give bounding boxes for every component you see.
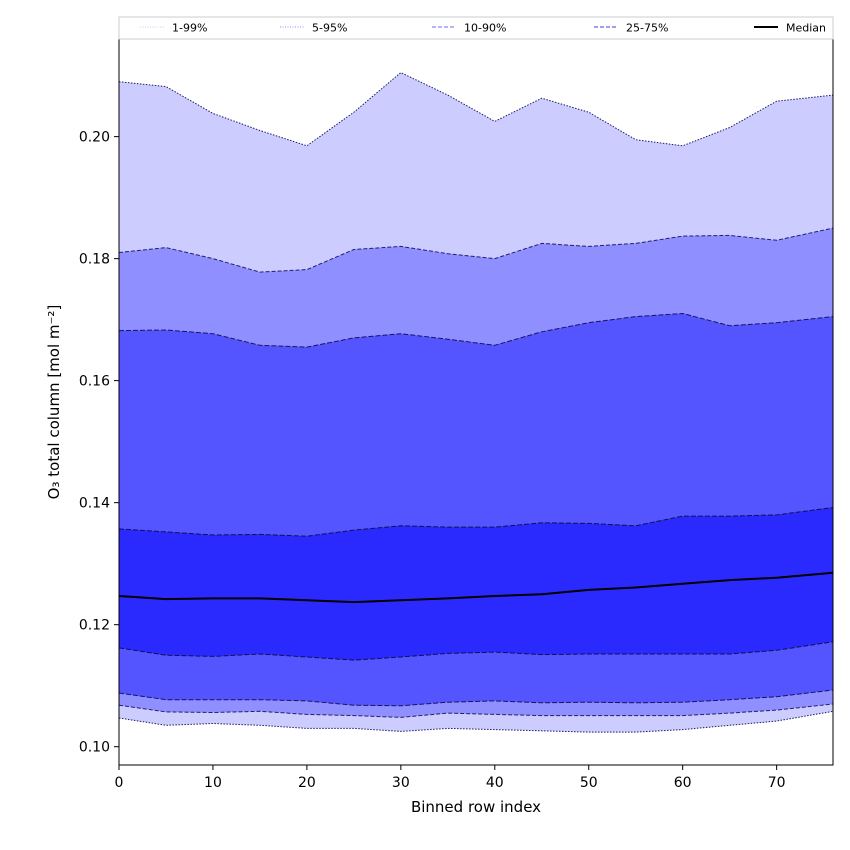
legend-label: 1-99% (172, 22, 207, 35)
x-tick-label: 40 (486, 775, 504, 791)
legend-label: 25-75% (626, 22, 668, 35)
percentile-bands (118, 72, 834, 733)
legend: 1-99% 5-95% 10-90% 25-75% Median (118, 16, 834, 40)
legend-label: 10-90% (464, 22, 506, 35)
y-tick-label: 0.12 (79, 618, 110, 634)
band-lower-1-99- (118, 710, 834, 733)
band-upper-1-99- (118, 72, 834, 147)
x-tick-label: 20 (298, 775, 316, 791)
y-tick-label: 0.14 (79, 496, 110, 512)
x-tick-label: 60 (674, 775, 692, 791)
y-tick-label: 0.18 (79, 252, 110, 268)
x-tick-label: 30 (392, 775, 410, 791)
y-axis-label: O₃ total column [mol m⁻²] (45, 305, 63, 500)
x-tick-label: 70 (768, 775, 786, 791)
legend-label: 5-95% (312, 22, 347, 35)
x-axis-label: Binned row index (411, 798, 541, 816)
x-tick-label: 10 (204, 775, 222, 791)
y-tick-label: 0.20 (79, 130, 110, 146)
legend-box (118, 16, 834, 40)
legend-label: Median (786, 22, 826, 35)
y-tick-label: 0.10 (79, 740, 110, 756)
y-axis: 0.10 0.12 0.14 0.16 0.18 0.20 (79, 130, 119, 756)
series-line-median (118, 571, 834, 604)
x-tick-label: 50 (580, 775, 598, 791)
band-upper-25-75- (118, 507, 834, 537)
band-lower-25-75- (118, 641, 834, 661)
band-25-75- (119, 507, 833, 661)
series-lines (118, 571, 834, 604)
x-axis: 0 10 20 30 40 50 60 70 (115, 765, 786, 791)
y-tick-label: 0.16 (79, 374, 110, 390)
x-tick-label: 0 (115, 775, 124, 791)
band-upper-5-95- (118, 227, 834, 273)
band-lower-10-90- (118, 689, 834, 707)
band-lower-5-95- (118, 703, 834, 718)
